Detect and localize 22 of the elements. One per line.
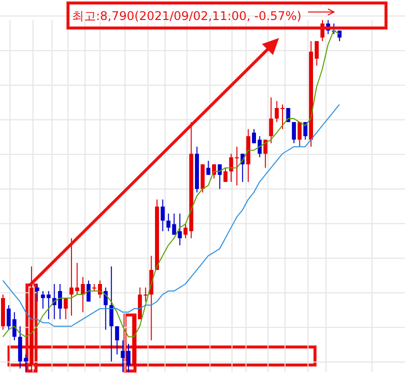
candlestick [104,287,108,330]
candlestick [109,266,114,362]
candlestick [80,276,85,313]
candlestick [292,122,296,144]
candlestick [206,160,210,176]
candlestick [229,153,234,182]
candlestick [35,284,40,302]
candlestick [24,354,28,372]
candlestick [269,96,274,144]
candlestick [178,213,182,246]
candlestick [64,298,68,320]
annotation: 최고:8,790(2021/09/02,11:00, -0.57%) [72,9,302,23]
candlestick [286,108,290,123]
candlestick [12,312,16,341]
candlestick [160,199,165,232]
candlestick [115,326,120,355]
candlestick [234,146,239,186]
candlestick [86,280,91,302]
candlestick [263,139,268,168]
candlestick [298,122,302,148]
candlestick [223,167,228,182]
candlestick [6,304,11,330]
